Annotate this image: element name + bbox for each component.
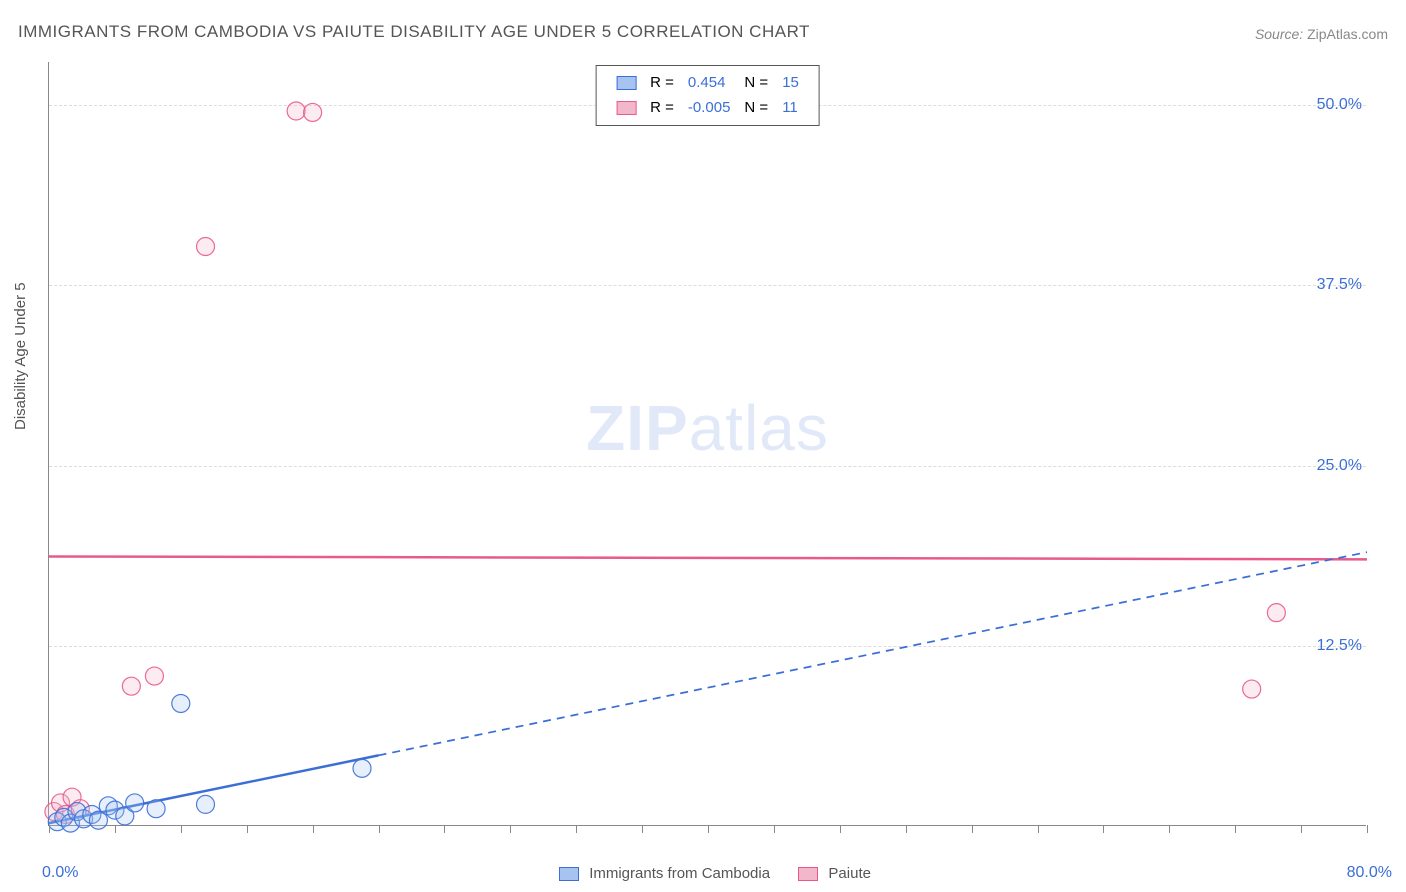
series-legend: Immigrants from Cambodia Paiute: [0, 865, 1406, 882]
legend-n-a: 15: [776, 72, 805, 95]
y-tick-label: 12.5%: [1317, 637, 1366, 655]
swatch-series-b: [798, 867, 818, 881]
legend-r-a: 0.454: [682, 72, 737, 95]
y-tick-label: 50.0%: [1317, 96, 1366, 114]
swatch-series-a: [616, 76, 636, 90]
series-a-label: Immigrants from Cambodia: [589, 865, 770, 882]
y-tick-label: 25.0%: [1317, 457, 1366, 475]
chart-title: IMMIGRANTS FROM CAMBODIA VS PAIUTE DISAB…: [18, 22, 810, 42]
swatch-series-b: [616, 101, 636, 115]
y-axis-label: Disability Age Under 5: [12, 282, 29, 430]
chart-svg-layer: [49, 62, 1366, 825]
legend-row-a: R = 0.454 N = 15: [610, 72, 805, 95]
legend-r-b: -0.005: [682, 97, 737, 120]
plot-area: ZIPatlas 12.5%25.0%37.5%50.0% R = 0.454 …: [48, 62, 1366, 826]
legend-r-label: R =: [644, 97, 680, 120]
swatch-series-a: [559, 867, 579, 881]
legend-n-label: N =: [738, 97, 774, 120]
legend-n-label: N =: [738, 72, 774, 95]
legend-row-b: R = -0.005 N = 11: [610, 97, 805, 120]
y-tick-label: 37.5%: [1317, 276, 1366, 294]
source-attribution: Source: ZipAtlas.com: [1255, 26, 1388, 42]
source-value: ZipAtlas.com: [1307, 26, 1388, 42]
legend-n-b: 11: [776, 97, 805, 120]
series-b-label: Paiute: [828, 865, 871, 882]
source-label: Source:: [1255, 26, 1303, 42]
correlation-legend: R = 0.454 N = 15 R = -0.005 N = 11: [595, 65, 820, 126]
legend-r-label: R =: [644, 72, 680, 95]
